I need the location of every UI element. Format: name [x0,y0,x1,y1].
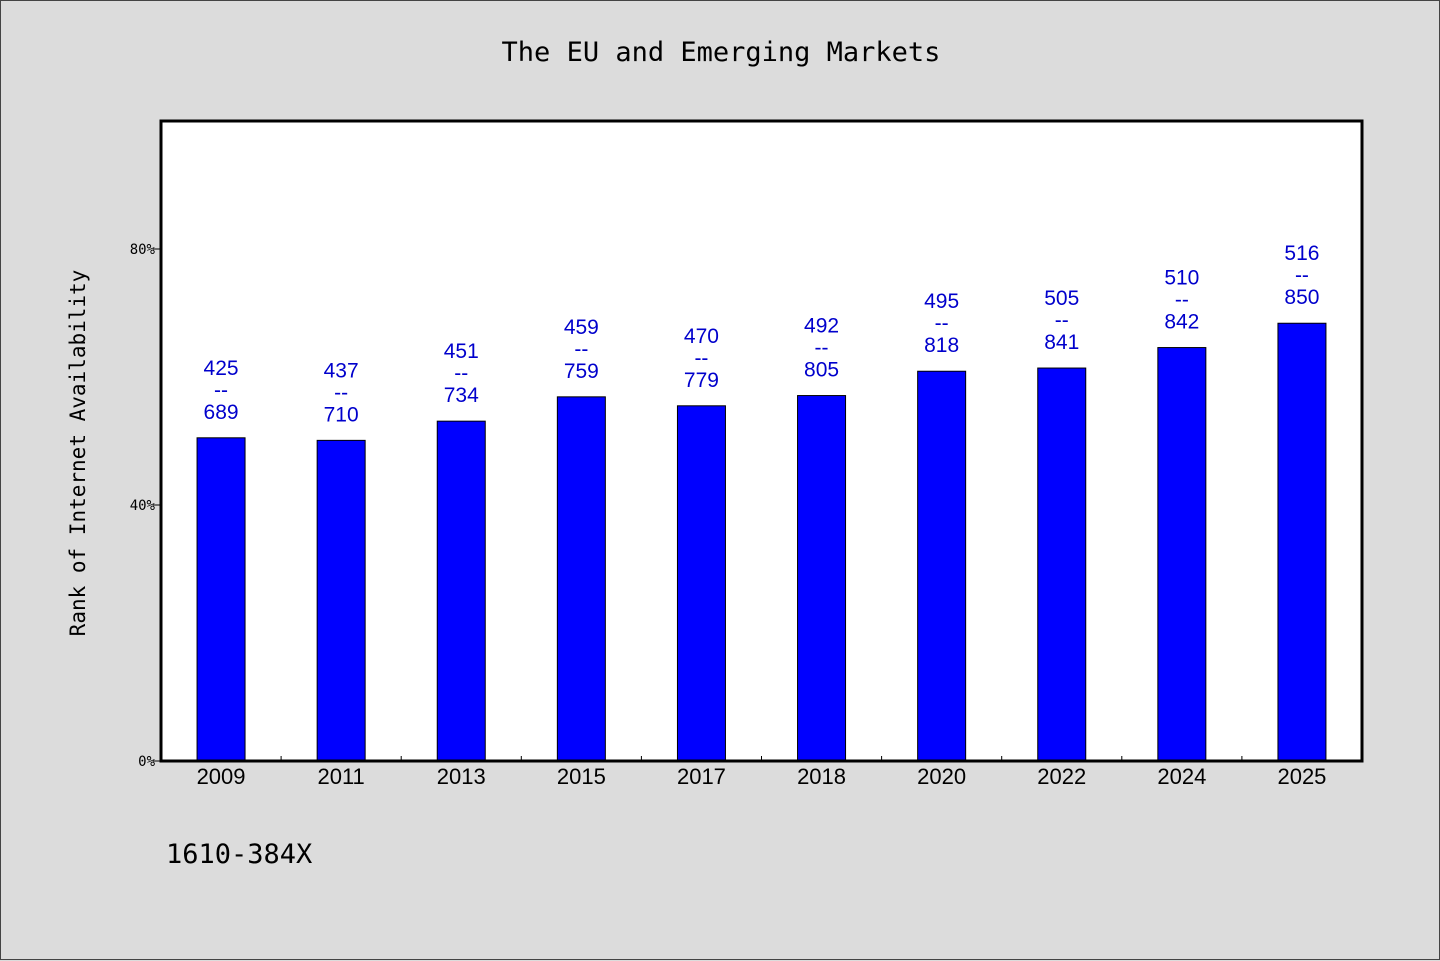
data-label-top: 492 [804,315,839,338]
bar [917,370,967,762]
data-label-bottom: 805 [804,359,839,382]
bar [797,395,847,762]
bar [196,437,246,762]
data-label-separator: -- [334,381,348,404]
data-label-separator: -- [214,379,228,402]
x-tick-label: 2020 [917,764,966,789]
data-label-top: 459 [564,316,599,339]
y-tick-label: 0% [138,754,155,770]
bar [436,420,486,762]
x-tick-label: 2015 [557,764,606,789]
data-label-bottom: 689 [204,401,239,424]
bar [676,405,726,762]
data-labels-layer: 425--689437--710451--734459--759470--779… [204,242,1320,426]
data-label-top: 425 [204,357,239,380]
data-label-bottom: 850 [1284,286,1319,309]
data-label-top: 516 [1284,242,1319,265]
x-tick-label: 2009 [197,764,246,789]
plot-border [159,119,1364,763]
data-label-bottom: 779 [684,369,719,392]
data-label-separator: -- [454,362,468,385]
x-axis: 2009 2011 2013 2015 2017 2018 2020 2022 2024 2025 [197,756,1326,789]
data-label-top: 470 [684,325,719,348]
y-tick-label: 40% [130,498,156,514]
data-label-bottom: 759 [564,360,599,383]
bar [1157,347,1207,762]
x-tick-label: 2011 [317,764,364,789]
data-label-separator: -- [574,338,588,361]
data-label-separator: -- [1055,309,1069,332]
data-label-bottom: 710 [324,403,359,426]
y-axis-label: Rank of Internet Availability [66,270,90,637]
data-label-top: 495 [924,290,959,313]
bar [316,439,366,762]
data-label-top: 451 [444,340,479,363]
data-label-top: 510 [1164,267,1199,290]
data-label-bottom: 842 [1164,311,1199,334]
data-label-separator: -- [935,312,949,335]
footer-code: 1610-384X [166,839,312,870]
data-label-top: 437 [324,359,359,382]
data-label-separator: -- [1175,289,1189,312]
x-tick-label: 2017 [677,764,726,789]
y-tick-label: 80% [130,242,156,258]
bars-layer [196,322,1327,762]
chart-title: The EU and Emerging Markets [502,37,941,68]
bar [556,396,606,762]
data-label-bottom: 841 [1044,331,1079,354]
data-label-separator: -- [815,337,829,360]
data-label-separator: -- [694,347,708,370]
data-label-bottom: 734 [444,384,479,407]
data-label-top: 505 [1044,287,1079,310]
x-tick-label: 2013 [437,764,486,789]
data-label-bottom: 818 [924,334,959,357]
bar [1277,322,1327,762]
x-tick-label: 2018 [797,764,846,789]
data-label-separator: -- [1295,264,1309,287]
x-tick-label: 2024 [1157,764,1206,789]
x-tick-label: 2025 [1277,764,1326,789]
x-tick-label: 2022 [1037,764,1086,789]
y-axis: 0% 40% 80% [130,242,161,770]
bar [1037,367,1087,762]
